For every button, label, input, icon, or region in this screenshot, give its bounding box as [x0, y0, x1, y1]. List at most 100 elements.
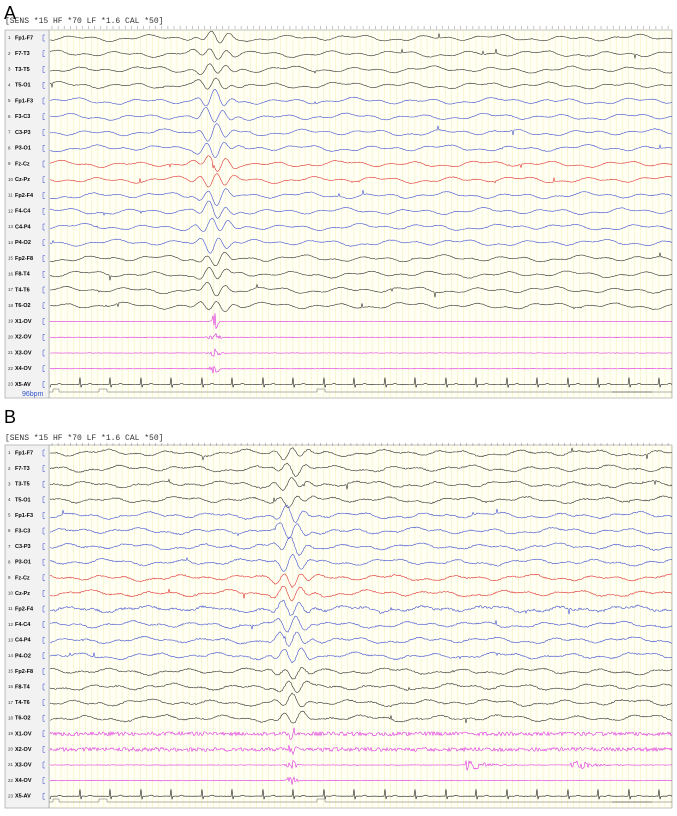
channel-name: Cz-Pz — [15, 591, 30, 597]
eeg-trace — [49, 462, 673, 477]
eeg-trace — [50, 759, 673, 771]
channel-number: 13 — [8, 637, 14, 642]
channel-name: Fp1-F3 — [15, 98, 33, 104]
channel-number: 12 — [8, 208, 14, 213]
channel-number: 19 — [8, 319, 14, 324]
eeg-trace — [49, 77, 673, 90]
scale-bracket — [42, 192, 45, 199]
channel-name: T6-O2 — [15, 303, 31, 309]
eeg-trace — [49, 495, 673, 508]
channel-number: 11 — [8, 193, 13, 198]
eeg-trace — [49, 776, 673, 785]
scale-bracket — [42, 271, 45, 278]
channel-name: F4-C4 — [15, 209, 31, 215]
channel-name: F3-C3 — [15, 114, 30, 120]
scale-bracket — [42, 381, 45, 388]
channel-number: 1 — [8, 450, 11, 455]
scale-bracket — [42, 223, 45, 231]
channel-number: 20 — [8, 747, 14, 752]
channel-name: Fp2-F4 — [15, 193, 34, 199]
channel-name: Fp1-F7 — [15, 35, 33, 41]
eeg-trace — [49, 680, 673, 693]
scale-bracket — [42, 255, 45, 262]
channel-name: P3-O1 — [15, 560, 31, 566]
scale-bracket — [42, 113, 45, 120]
eeg-trace — [49, 727, 673, 740]
eeg-trace — [49, 217, 673, 232]
scale-bracket — [42, 683, 45, 691]
channel-name: F8-T4 — [15, 272, 31, 278]
eeg-trace — [50, 107, 673, 123]
eeg-trace — [49, 155, 673, 172]
scale-bracket — [42, 730, 45, 738]
channel-number: 17 — [8, 287, 14, 292]
channel-number: 18 — [8, 303, 14, 308]
channel-name: T3-T5 — [15, 67, 30, 73]
eeg-trace — [49, 599, 673, 616]
scale-bracket — [42, 621, 45, 628]
eeg-trace — [49, 88, 673, 107]
channel-number: 3 — [8, 67, 11, 72]
channel-name: F7-T3 — [15, 51, 30, 57]
channel-number: 7 — [8, 544, 11, 549]
channel-name: Cz-Pz — [15, 177, 30, 183]
channel-number: 6 — [8, 114, 11, 119]
scale-bracket — [42, 449, 45, 457]
channel-name: X2-OV — [15, 335, 32, 341]
channel-name: X5-AV — [15, 794, 31, 800]
eeg-trace — [49, 251, 673, 267]
eeg-trace — [49, 744, 673, 756]
channel-number: 23 — [8, 382, 14, 387]
channel-number: 4 — [8, 497, 11, 502]
scale-bracket — [42, 34, 45, 42]
scale-bracket — [42, 636, 45, 644]
channel-number: 18 — [8, 715, 14, 720]
channel-number: 20 — [8, 334, 14, 339]
eeg-trace — [49, 123, 673, 142]
channel-number: 9 — [8, 575, 11, 580]
channel-name: P4-O2 — [15, 240, 31, 246]
panel-header: [SENS *15 HF *70 LF *1.6 CAL *50] — [5, 17, 163, 26]
scale-bracket — [42, 208, 45, 215]
channel-name: F4-C4 — [15, 622, 31, 628]
scale-bracket — [42, 160, 45, 168]
eeg-trace — [49, 537, 673, 557]
channel-number: 17 — [8, 700, 14, 705]
scale-bracket — [42, 129, 45, 136]
scale-bracket — [42, 746, 45, 753]
channel-name: Fp1-F7 — [15, 450, 33, 456]
scale-bracket — [42, 465, 45, 472]
marker-line — [49, 388, 672, 393]
panel-header: [SENS *15 HF *70 LF *1.6 CAL *50] — [5, 434, 163, 443]
channel-name: C4-P4 — [15, 638, 32, 644]
scale-bracket — [42, 145, 45, 152]
scale-bracket — [42, 574, 45, 582]
channel-name: F3-C3 — [15, 528, 30, 534]
channel-number: 19 — [8, 731, 14, 736]
eeg-trace — [49, 347, 673, 357]
scale-bracket — [42, 605, 45, 613]
eeg-trace — [49, 710, 673, 724]
eeg-trace — [49, 692, 673, 708]
channel-number: 11 — [8, 606, 13, 611]
scale-bracket — [42, 365, 45, 372]
eeg-trace — [49, 789, 673, 800]
channel-name: X3-OV — [15, 350, 32, 356]
channel-number: 8 — [8, 559, 11, 564]
channel-name: X4-OV — [15, 366, 32, 372]
channel-number: 8 — [8, 145, 11, 150]
scale-bracket — [42, 302, 45, 309]
scale-bracket — [42, 699, 45, 706]
channel-number: 16 — [8, 684, 14, 689]
eeg-trace — [50, 313, 673, 330]
scale-bracket — [42, 97, 45, 105]
scale-bracket — [42, 66, 45, 73]
eeg-trace — [49, 142, 673, 158]
eeg-trace — [49, 667, 672, 680]
scale-bracket — [42, 286, 45, 294]
channel-name: P4-O2 — [15, 653, 31, 659]
channel-name: T5-O1 — [15, 83, 31, 89]
scale-bracket — [42, 558, 45, 566]
scale-bracket — [42, 176, 45, 183]
